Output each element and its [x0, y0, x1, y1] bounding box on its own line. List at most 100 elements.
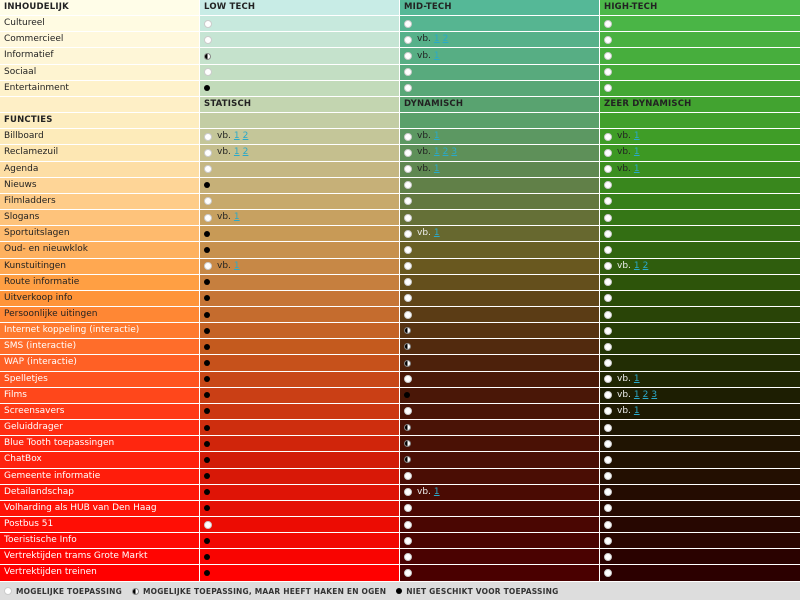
white-dot-icon — [604, 310, 612, 319]
white-dot-icon — [604, 472, 612, 481]
example-link-1[interactable]: 1 — [433, 131, 440, 142]
mid-tech-cell — [400, 517, 600, 533]
legend-item-half: MOGELIJKE TOEPASSING, MAAR HEEFT HAKEN E… — [131, 587, 386, 596]
high-tech-cell — [600, 517, 800, 533]
legend-label-full: MOGELIJKE TOEPASSING — [16, 586, 122, 596]
example-link-3[interactable]: 3 — [451, 147, 458, 158]
example-prefix: vb. — [617, 131, 631, 142]
example-link-1[interactable]: 1 — [433, 147, 440, 158]
table-row: Entertainment — [0, 80, 800, 97]
black-dot-icon — [204, 360, 210, 367]
low-tech-cell — [200, 517, 400, 533]
row-label-cell: Vertrektijden trams Grote Markt — [0, 549, 200, 565]
mid-tech-cell — [400, 436, 600, 452]
row-label-cell: Route informatie — [0, 274, 200, 290]
white-dot-icon — [404, 472, 412, 481]
row-label: Internet koppeling (interactie) — [4, 325, 140, 336]
white-dot-icon — [604, 278, 612, 287]
table-row: Sportuitslagen vb. 1 — [0, 226, 800, 243]
table-row: Nieuws — [0, 177, 800, 194]
low-tech-cell — [200, 16, 400, 32]
table-row: Postbus 51 — [0, 517, 800, 534]
row-label: Geluiddrager — [4, 422, 63, 433]
high-tech-cell — [600, 113, 800, 129]
mid-tech-cell — [400, 323, 600, 339]
legend-label-none: NIET GESCHIKT VOOR TOEPASSING — [406, 586, 559, 596]
white-dot-icon — [404, 407, 412, 416]
mid-tech-cell — [400, 452, 600, 468]
example-link-1[interactable]: 1 — [633, 260, 640, 271]
black-dot-icon — [204, 392, 210, 399]
example-link-1[interactable]: 1 — [233, 131, 240, 142]
example-prefix: vb. — [217, 131, 231, 142]
low-tech-cell — [200, 32, 400, 48]
black-dot-icon — [204, 424, 210, 431]
white-dot-icon — [604, 520, 612, 529]
example-link-1[interactable]: 1 — [433, 163, 440, 174]
high-tech-cell — [600, 242, 800, 258]
black-dot-icon — [204, 408, 210, 415]
white-dot-icon — [404, 569, 412, 578]
example-link-2[interactable]: 2 — [442, 147, 449, 158]
example-link-2[interactable]: 2 — [242, 147, 249, 158]
white-dot-icon — [204, 68, 212, 77]
example-link-2[interactable]: 2 — [642, 260, 649, 271]
example-link-2[interactable]: 2 — [442, 34, 449, 45]
low-tech-cell — [200, 436, 400, 452]
row-label-cell: Informatief — [0, 48, 200, 64]
white-dot-icon — [604, 342, 612, 351]
half-dot-icon — [131, 587, 139, 595]
black-dot-icon — [204, 311, 210, 318]
mid-tech-cell: DYNAMISCH — [400, 96, 600, 113]
example-links: vb. 1 2 — [217, 145, 248, 160]
mid-tech-cell: MID-TECH — [400, 0, 600, 16]
example-link-3[interactable]: 3 — [651, 389, 658, 400]
example-link-2[interactable]: 2 — [642, 389, 649, 400]
example-link-1[interactable]: 1 — [433, 486, 440, 497]
table-row: Oud- en nieuwklok — [0, 242, 800, 259]
example-link-1[interactable]: 1 — [433, 34, 440, 45]
row-label-cell: Toeristische Info — [0, 533, 200, 549]
mid-tech-cell — [400, 306, 600, 323]
high-tech-cell — [600, 177, 800, 193]
high-tech-cell — [600, 533, 800, 549]
high-tech-cell: vb. 1 — [600, 129, 800, 145]
example-link-1[interactable]: 1 — [633, 163, 640, 174]
example-link-2[interactable]: 2 — [242, 131, 249, 142]
example-link-1[interactable]: 1 — [633, 131, 640, 142]
example-link-1[interactable]: 1 — [633, 147, 640, 158]
example-link-1[interactable]: 1 — [233, 212, 240, 223]
row-label-cell: Agenda — [0, 161, 200, 177]
example-link-1[interactable]: 1 — [433, 50, 440, 61]
example-link-1[interactable]: 1 — [633, 405, 640, 416]
low-tech-cell — [200, 500, 400, 516]
low-tech-cell — [200, 420, 400, 436]
half-dot-icon — [404, 456, 411, 464]
row-label-cell: Geluiddrager — [0, 420, 200, 436]
example-prefix: vb. — [417, 163, 431, 174]
half-dot-icon — [404, 343, 411, 351]
example-link-1[interactable]: 1 — [233, 260, 240, 271]
white-dot-icon — [604, 375, 612, 384]
table-row: Toeristische Info — [0, 533, 800, 550]
example-link-1[interactable]: 1 — [633, 373, 640, 384]
white-dot-icon — [604, 552, 612, 561]
row-label-cell: Commercieel — [0, 32, 200, 48]
example-links: vb. 1 — [417, 129, 440, 144]
table-row: Cultureel — [0, 16, 800, 33]
black-dot-icon — [204, 440, 210, 447]
legend-item-none: NIET GESCHIKT VOOR TOEPASSING — [396, 587, 558, 596]
row-label: Vertrektijden treinen — [4, 567, 97, 578]
low-tech-cell — [200, 290, 400, 306]
mid-tech-cell — [400, 258, 600, 274]
high-tech-cell — [600, 16, 800, 32]
column-header-high: ZEER DYNAMISCH — [604, 99, 692, 110]
column-header-high: HIGH-TECH — [604, 2, 658, 13]
example-link-1[interactable]: 1 — [233, 147, 240, 158]
high-tech-cell — [600, 210, 800, 226]
mid-tech-cell — [400, 339, 600, 355]
example-link-1[interactable]: 1 — [433, 228, 440, 239]
black-dot-icon — [204, 553, 210, 560]
example-link-1[interactable]: 1 — [633, 389, 640, 400]
high-tech-cell — [600, 500, 800, 516]
